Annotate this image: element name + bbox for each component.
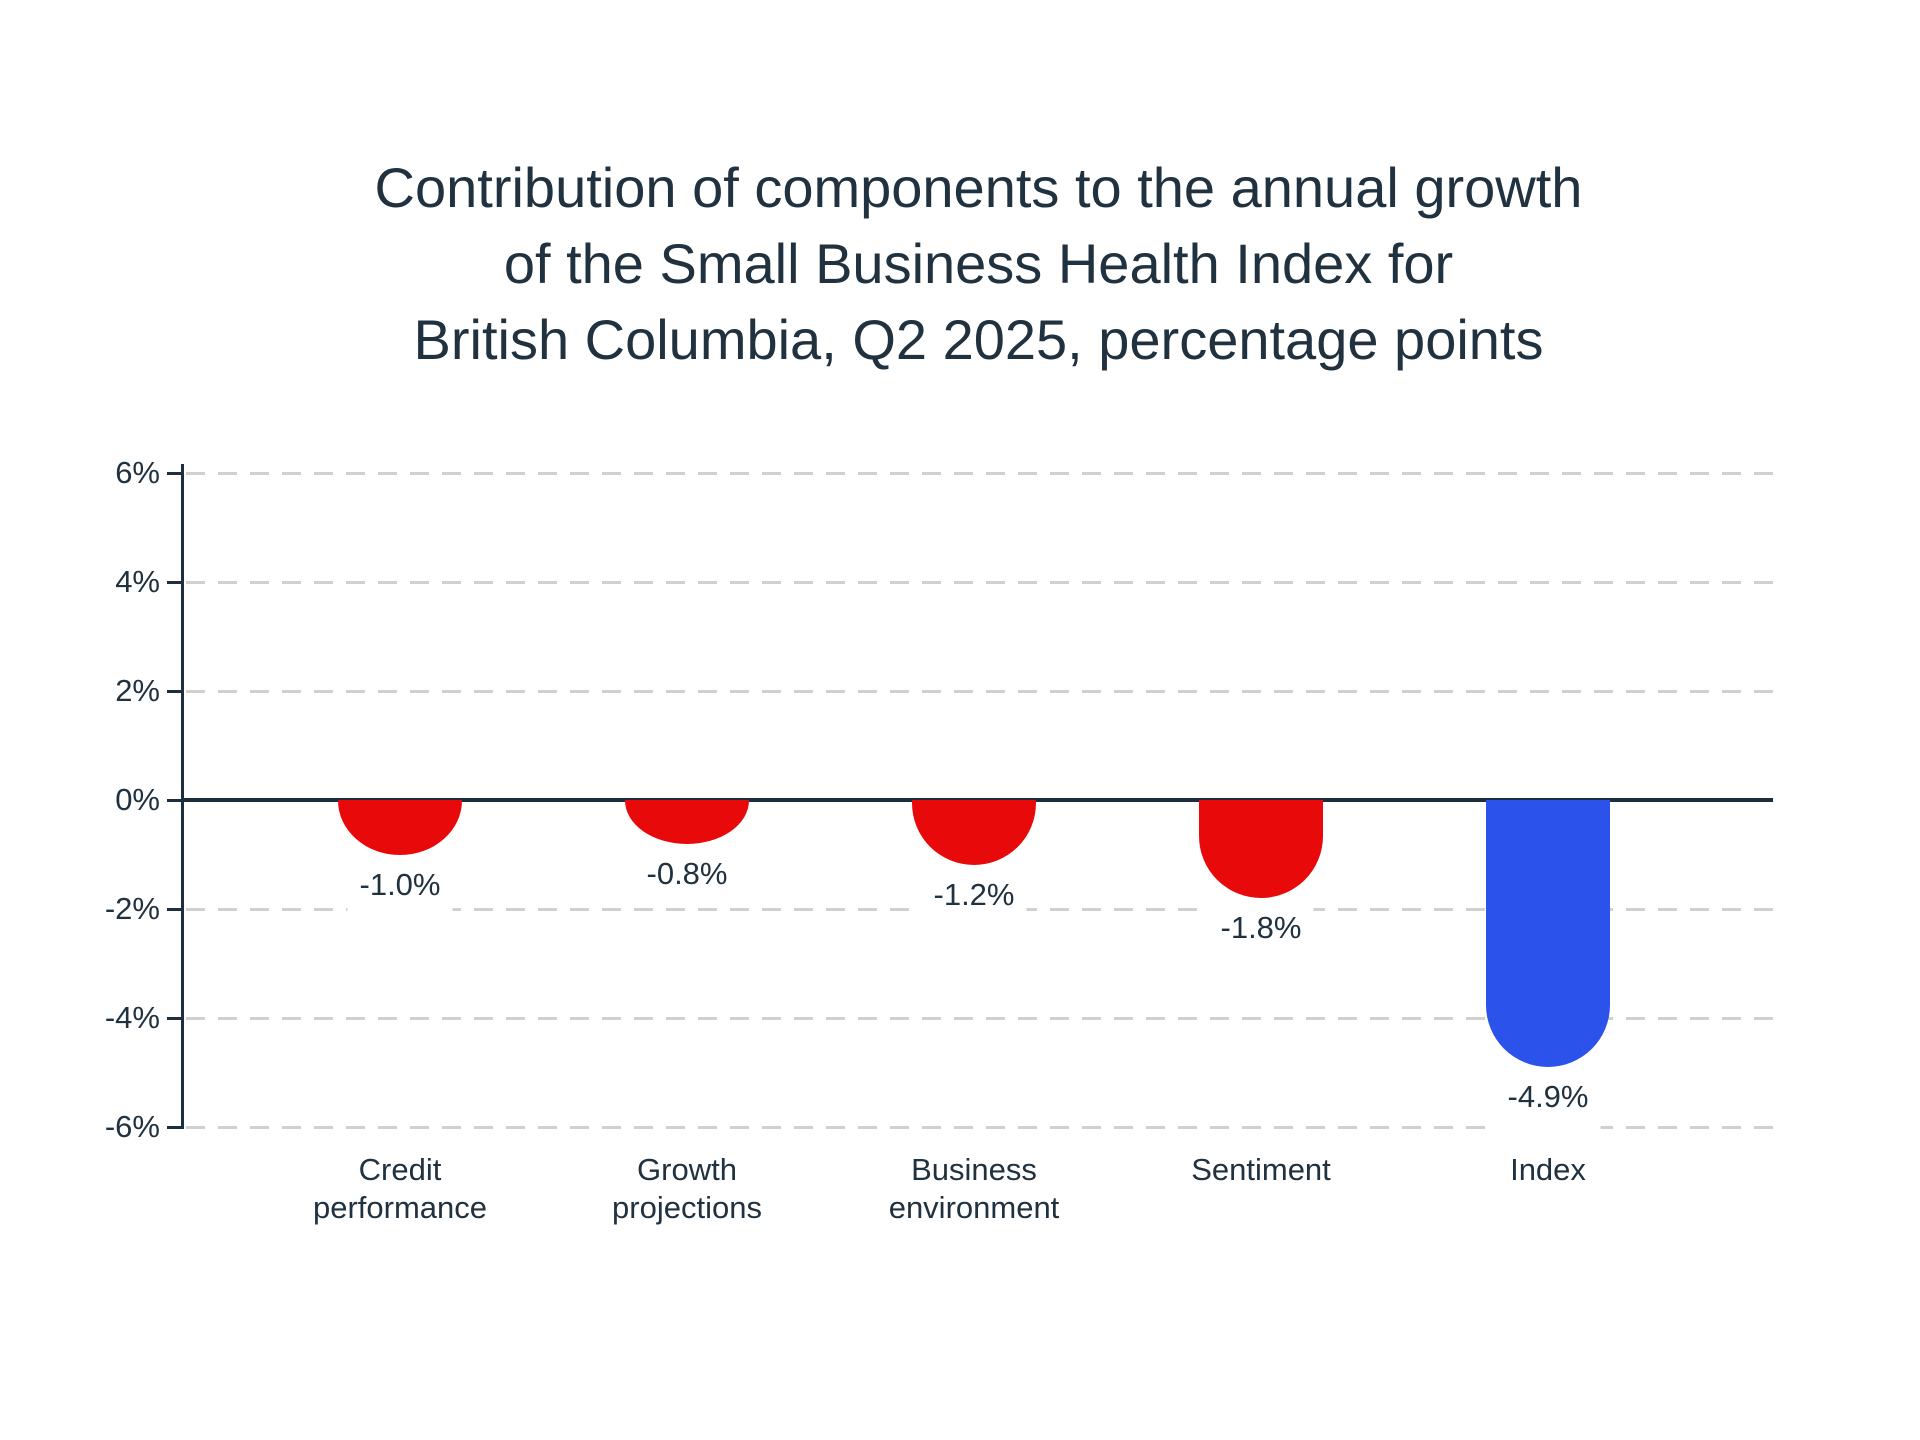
category-label-line-2: performance bbox=[312, 1190, 488, 1225]
value-label-Sentiment: -1.8% bbox=[1208, 907, 1314, 962]
gridline-4% bbox=[186, 580, 1773, 584]
category-label-line-1: Growth bbox=[637, 1152, 737, 1187]
y-tick--6% bbox=[167, 1125, 184, 1129]
bar-Credit performance bbox=[338, 800, 462, 855]
category-label-Credit performance: Credit performance bbox=[313, 1151, 487, 1227]
category-label-Growth projections: Growth projections bbox=[612, 1151, 762, 1227]
y-tick-label-4%: 4% bbox=[115, 564, 160, 599]
value-label-Credit performance: -1.0% bbox=[347, 863, 453, 918]
y-tick-label-6%: 6% bbox=[115, 455, 160, 490]
y-tick-label--4%: -4% bbox=[104, 1000, 160, 1035]
y-tick-label--2%: -2% bbox=[104, 891, 160, 926]
y-tick-4% bbox=[167, 580, 184, 584]
category-label-line-1: Sentiment bbox=[1191, 1152, 1331, 1187]
category-label-Business environment: Business environment bbox=[889, 1151, 1060, 1227]
y-tick-label-0%: 0% bbox=[115, 782, 160, 817]
y-tick-0% bbox=[167, 798, 184, 802]
category-label-line-1: Index bbox=[1510, 1152, 1586, 1187]
category-label-line-1: Credit bbox=[358, 1152, 442, 1187]
category-label-Sentiment: Sentiment bbox=[1191, 1151, 1331, 1189]
category-label-line-2: projections bbox=[612, 1190, 762, 1225]
y-axis-line bbox=[181, 464, 184, 1129]
bar-Growth projections bbox=[625, 800, 749, 844]
category-label-Index: Index bbox=[1510, 1151, 1586, 1189]
y-tick--4% bbox=[167, 1016, 184, 1020]
category-label-line-1: Business bbox=[911, 1152, 1037, 1187]
value-label-Business environment: -1.2% bbox=[921, 874, 1027, 929]
gridline-2% bbox=[186, 689, 1773, 693]
gridline-6% bbox=[186, 471, 1773, 475]
value-label-Growth projections: -0.8% bbox=[634, 852, 740, 907]
y-tick-label--6%: -6% bbox=[104, 1109, 160, 1144]
chart-title-line-2: of the Small Business Health Index for bbox=[503, 232, 1454, 295]
chart-title-line-1: Contribution of components to the annual… bbox=[374, 156, 1583, 219]
value-label-Index: -4.9% bbox=[1495, 1076, 1601, 1131]
bar-Business environment bbox=[912, 800, 1036, 866]
y-tick-label-2%: 2% bbox=[115, 673, 160, 708]
y-tick-2% bbox=[167, 689, 184, 693]
bar-Sentiment bbox=[1199, 800, 1323, 899]
chart-title: Contribution of components to the annual… bbox=[184, 150, 1773, 378]
y-tick--2% bbox=[167, 907, 184, 911]
gridline--6% bbox=[186, 1125, 1773, 1129]
bar-Index bbox=[1486, 800, 1610, 1068]
y-tick-6% bbox=[167, 471, 184, 475]
category-label-line-2: environment bbox=[888, 1190, 1060, 1225]
chart-title-line-3: British Columbia, Q2 2025, percentage po… bbox=[413, 308, 1544, 371]
gridline--4% bbox=[186, 1016, 1773, 1020]
